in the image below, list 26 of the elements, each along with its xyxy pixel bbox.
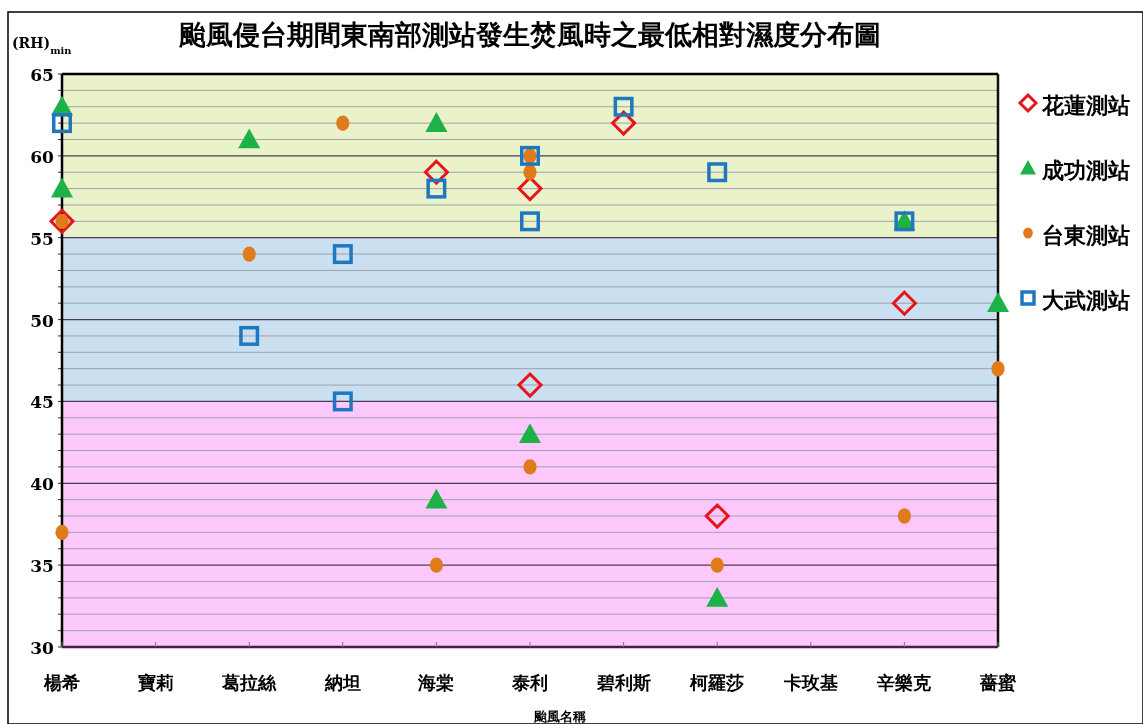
y-tick-label: 45 <box>30 392 54 413</box>
x-tick-label: 葛拉絲 <box>221 672 278 693</box>
x-tick-label: 薔蜜 <box>979 672 1017 693</box>
x-tick-label: 寶莉 <box>136 672 174 693</box>
x-tick-label: 柯羅莎 <box>689 672 745 693</box>
chart-title: 颱風侵台期間東南部測站發生焚風時之最低相對濕度分布圖 <box>178 19 881 50</box>
x-tick-label: 泰利 <box>511 672 548 693</box>
legend-label: 大武測站 <box>1042 287 1130 313</box>
x-tick-label: 納坦 <box>323 672 361 693</box>
x-tick-label: 碧利斯 <box>595 672 651 693</box>
y-tick-label: 40 <box>30 474 54 495</box>
legend-label: 花蓮測站 <box>1041 92 1130 118</box>
x-tick-label: 卡玫基 <box>782 672 838 693</box>
legend-label: 台東測站 <box>1042 222 1130 248</box>
x-axis-title: 颱風名稱 <box>533 709 586 724</box>
x-tick-label: 楊希 <box>43 672 80 693</box>
y-tick-label: 60 <box>30 146 54 167</box>
y-tick-label: 55 <box>30 228 54 249</box>
y-tick-label: 50 <box>30 310 54 331</box>
y-axis-title: (RH)$_{min}$ <box>12 35 72 56</box>
x-tick-label: 辛樂克 <box>876 672 932 693</box>
y-tick-label: 30 <box>30 638 54 658</box>
x-tick-label: 海棠 <box>417 672 455 693</box>
y-tick-label: 35 <box>30 556 54 577</box>
y-tick-label: 65 <box>30 65 54 85</box>
legend-label: 成功測站 <box>1041 157 1130 183</box>
